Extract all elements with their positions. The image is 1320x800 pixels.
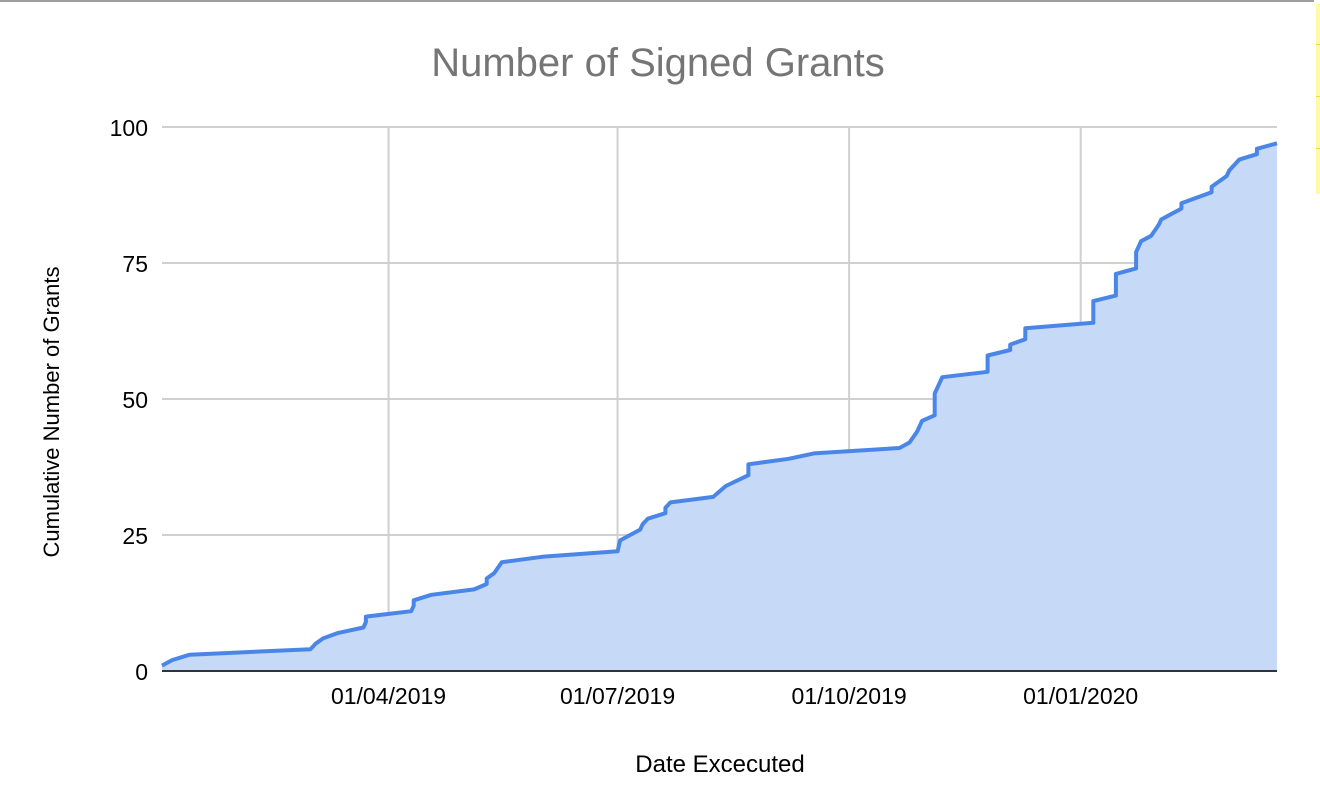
adjacent-sheet-strip bbox=[1314, 0, 1320, 800]
series-line bbox=[161, 141, 1278, 668]
cell-border bbox=[1316, 44, 1320, 45]
y-tick-label: 25 bbox=[122, 523, 148, 549]
x-tick-label: 01/10/2019 bbox=[792, 683, 907, 709]
y-axis-label: Cumulative Number of Grants bbox=[39, 267, 64, 558]
y-tick-label: 50 bbox=[122, 387, 148, 413]
y-tick-label: 0 bbox=[135, 659, 148, 685]
cell-border bbox=[1316, 148, 1320, 149]
x-tick-label: 01/01/2020 bbox=[1023, 683, 1138, 709]
window-top-border bbox=[0, 0, 1320, 2]
chart-title: Number of Signed Grants bbox=[431, 41, 885, 85]
series-area-fill bbox=[162, 143, 1277, 672]
cell-border bbox=[1316, 96, 1320, 97]
highlighted-cell bbox=[1316, 4, 1320, 194]
x-axis-label: Date Excecuted bbox=[635, 751, 804, 778]
x-tick-label: 01/04/2019 bbox=[331, 683, 446, 709]
x-tick-label: 01/07/2019 bbox=[560, 683, 675, 709]
y-tick-labels: 0 25 50 75 100 bbox=[110, 115, 148, 685]
y-tick-label: 100 bbox=[110, 115, 148, 141]
x-tick-labels: 01/04/2019 01/07/2019 01/10/2019 01/01/2020 bbox=[331, 683, 1138, 709]
y-tick-label: 75 bbox=[122, 251, 148, 277]
